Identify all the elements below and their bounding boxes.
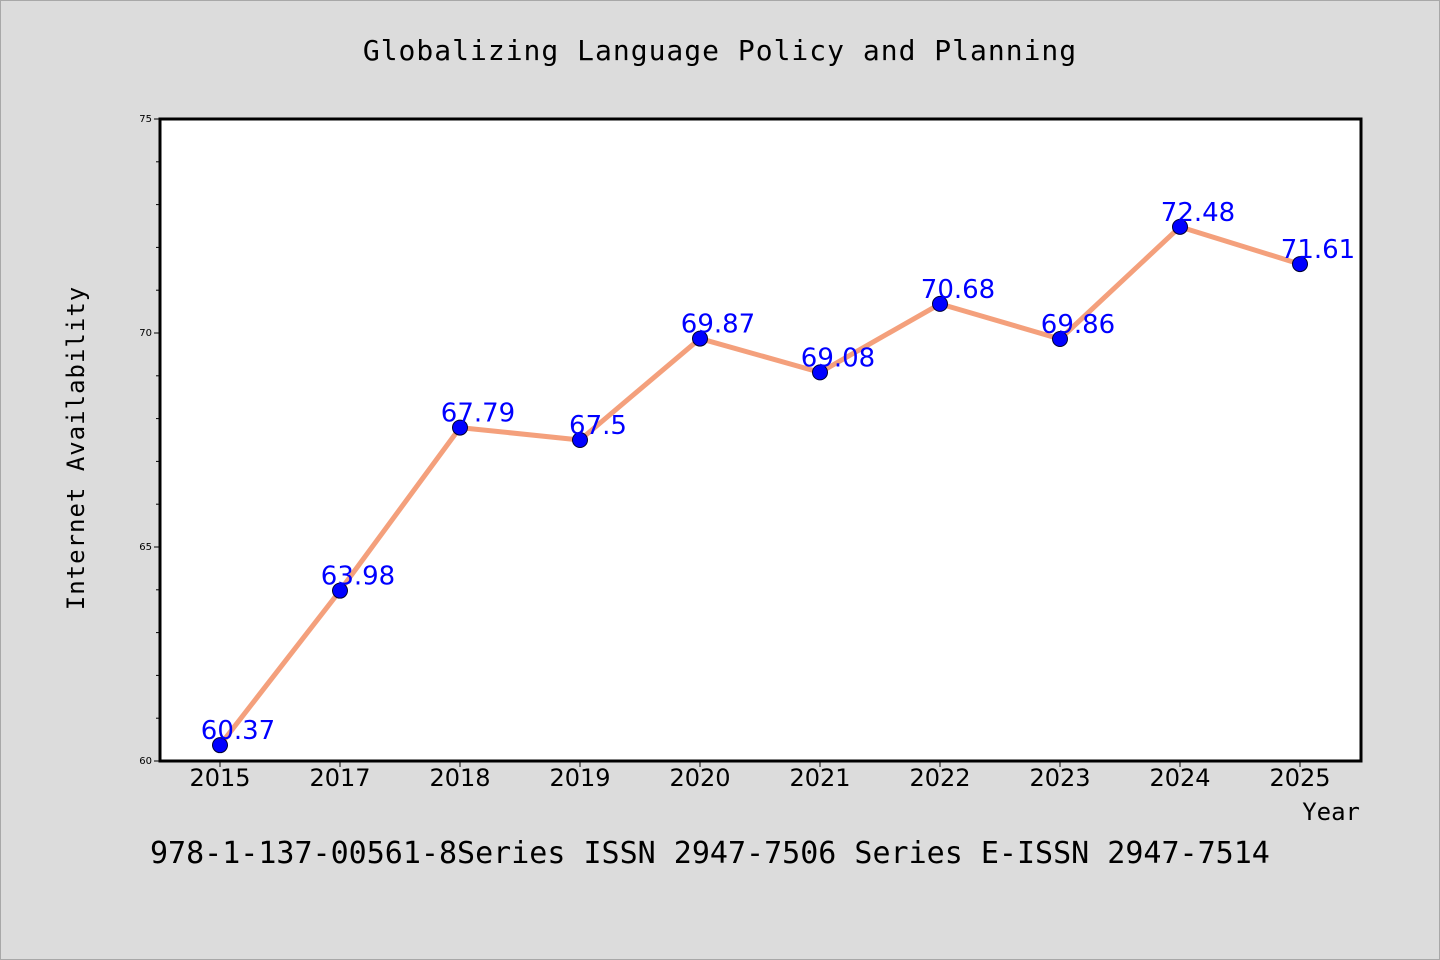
data-label: 70.68 [921,275,995,305]
data-point [332,582,348,599]
y-tick-label: 65 [139,542,152,553]
data-label: 71.61 [1281,235,1355,265]
x-tick-label: 2017 [309,764,370,792]
y-tick-label: 75 [139,114,152,125]
x-tick-label: 2021 [789,764,850,792]
data-label: 69.08 [801,343,875,373]
data-point [932,295,948,312]
data-label: 67.79 [441,399,515,429]
series-line [217,224,1303,748]
x-tick-label: 2020 [669,764,730,792]
data-label: 67.5 [569,411,627,441]
data-point [212,737,228,754]
data-point [572,432,588,448]
x-tick-label: 2018 [429,764,490,792]
y-tick-label: 60 [139,756,152,767]
x-tick-label: 2023 [1029,764,1090,792]
x-tick-label: 2025 [1269,764,1330,792]
chart-title: Globalizing Language Policy and Planning [362,34,1078,67]
x-tick-label: 2015 [189,764,250,792]
data-point [692,330,708,347]
plot-area [160,119,1361,761]
data-label: 60.37 [201,716,275,746]
x-axis-label: Year [1302,798,1360,826]
footer-isbn-text: 978-1-137-00561-8Series ISSN 2947-7506 S… [150,836,1270,871]
data-label: 63.98 [321,562,395,592]
data-point [1292,256,1308,273]
data-point [452,419,468,436]
data-point [1172,218,1188,235]
x-tick-label: 2024 [1149,764,1210,792]
data-label: 69.86 [1041,310,1115,340]
plot-border [158,117,1363,763]
data-point [1052,330,1068,347]
data-label: 72.48 [1161,198,1235,228]
data-label: 69.87 [681,310,755,340]
data-point [812,364,828,381]
x-tick-label: 2022 [909,764,970,792]
x-tick-label: 2019 [549,764,610,792]
y-tick-label: 70 [139,328,152,339]
